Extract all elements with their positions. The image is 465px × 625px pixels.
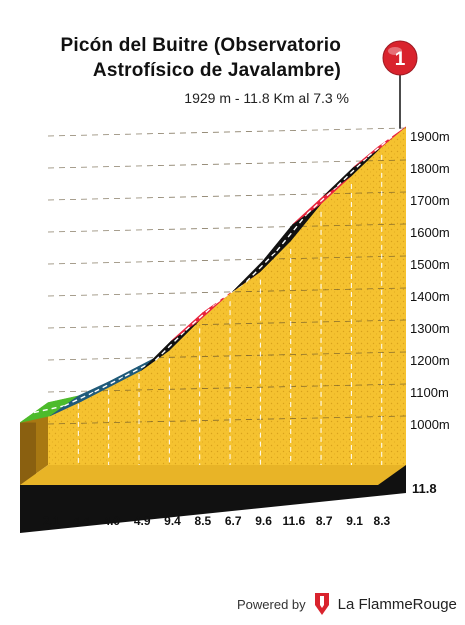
gradient-label: 8.5 <box>195 514 212 528</box>
brand-name: La FlammeRouge <box>337 595 457 613</box>
summit-marker-shine <box>388 47 402 55</box>
road-centre-line <box>154 329 187 361</box>
summit-marker-pin <box>382 40 418 76</box>
elevation-gridline <box>47 191 407 201</box>
gradient-segment <box>353 126 407 168</box>
chart-title-line-2: Astrofísico de Javalambre) <box>92 60 341 81</box>
km-label: 8 <box>271 534 278 548</box>
gradient-label: 6.7 <box>225 514 242 528</box>
road-centre-line <box>245 250 278 283</box>
road-centre-line <box>94 375 126 393</box>
elevation-tick-label: 1400m <box>410 289 450 304</box>
km-label: 7 <box>241 535 248 549</box>
road-centre-line <box>64 391 95 407</box>
gradient-label: 4.4 <box>73 514 90 528</box>
gradient-label: 4.9 <box>104 514 121 528</box>
elevation-gridline <box>47 159 407 169</box>
road-centre-line <box>306 185 338 215</box>
elevation-tick-label: 1600m <box>410 225 450 240</box>
km-label: 5 <box>180 537 187 551</box>
gradient-label: 4.9 <box>134 514 151 528</box>
elevation-tick-label: 1700m <box>410 193 450 208</box>
gradient-label: 9.6 <box>255 514 272 528</box>
elevation-gridline <box>47 255 407 265</box>
summit-marker-number: 1 <box>395 49 406 70</box>
terrain-base <box>20 465 406 485</box>
road-centre-line <box>185 302 217 331</box>
climb-summary: 1929 m - 11.8 Km al 7.3 % <box>184 90 349 106</box>
elevation-gridline <box>47 223 407 233</box>
total-distance-label: 11.8 <box>412 481 437 496</box>
km-label: 9 <box>302 533 309 547</box>
chart-title-line-1: Picón del Buitre (Observatorio <box>60 35 341 56</box>
road-centre-line <box>336 156 369 187</box>
elevation-gridline <box>47 127 407 137</box>
elevation-tick-label: 1000m <box>410 417 450 432</box>
elevation-tick-label: 1200m <box>410 353 450 368</box>
gradient-label: 8.7 <box>316 514 333 528</box>
flamme-rouge-logo-icon <box>314 593 329 615</box>
km-label: 3 <box>120 538 127 552</box>
gradient-label: 9.4 <box>164 514 181 528</box>
elevation-gridline <box>47 319 407 329</box>
gradient-label: 2.1 <box>43 514 60 528</box>
elevation-gridline <box>47 287 407 297</box>
elevation-tick-label: 1800m <box>410 161 450 176</box>
km-label: 4 <box>150 537 157 551</box>
gradient-label: 8.3 <box>374 514 391 528</box>
km-label: 10 <box>329 532 343 546</box>
elevation-tick-label: 1300m <box>410 321 450 336</box>
terrain-side-shadow <box>20 422 36 485</box>
footer: Powered by La FlammeRouge <box>237 592 457 616</box>
elevation-gridline <box>47 351 407 361</box>
powered-by-text: Powered by <box>237 596 306 612</box>
km-label: 2 <box>89 539 96 553</box>
km-label: 1 <box>59 540 66 554</box>
elevation-tick-label: 1500m <box>410 257 450 272</box>
gradient-label: 11.6 <box>283 514 306 528</box>
elevation-gridline <box>47 383 407 393</box>
elevation-tick-label: 1900m <box>410 129 450 144</box>
km-label: 11 <box>359 531 372 545</box>
elevation-gridline <box>47 415 407 425</box>
elevation-tick-label: 1100m <box>410 385 449 400</box>
gradient-label: 9.1 <box>346 514 363 528</box>
km-label: 6 <box>211 536 218 550</box>
road-centre-line <box>276 213 308 252</box>
